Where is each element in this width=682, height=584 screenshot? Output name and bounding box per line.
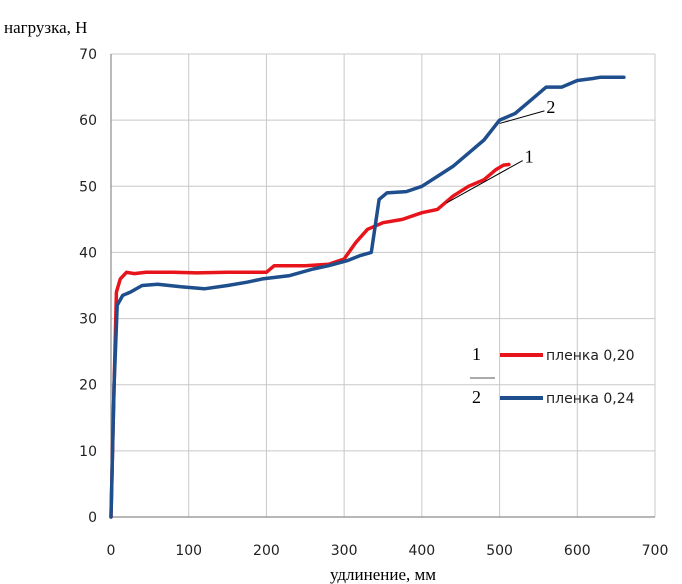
- y-tick-label-50: 50: [79, 179, 97, 195]
- x-tick-label-600: 600: [564, 543, 591, 559]
- grid: [111, 53, 656, 517]
- series-line-2: [109, 75, 626, 519]
- y-tick-label-70: 70: [79, 47, 97, 63]
- annotation-label-2: 2: [546, 97, 555, 117]
- annotation-leader-2: [499, 110, 545, 124]
- x-tick-label-300: 300: [331, 543, 358, 559]
- x-tick-label-200: 200: [253, 543, 280, 559]
- y-tick-label-0: 0: [88, 510, 97, 526]
- series: [109, 75, 626, 519]
- series-line-1: [109, 162, 511, 519]
- legend-number-2: 2: [472, 387, 481, 407]
- legend: 1 пленка 0,20 2 пленка 0,24: [470, 344, 635, 407]
- y-axis-label: нагрузка, Н: [4, 18, 87, 37]
- x-axis-label: удлинение, мм: [330, 565, 436, 584]
- annotations: 12: [446, 97, 555, 204]
- y-tick-label-60: 60: [79, 113, 97, 129]
- legend-label-2: пленка 0,24: [546, 391, 635, 407]
- annotation-leader-1: [446, 160, 523, 204]
- x-tick-label-400: 400: [408, 543, 435, 559]
- annotation-label-1: 1: [525, 147, 534, 167]
- y-tick-label-40: 40: [79, 245, 97, 261]
- x-tick-label-500: 500: [486, 543, 513, 559]
- x-tick-label-700: 700: [642, 543, 669, 559]
- y-tick-label-30: 30: [79, 312, 97, 328]
- legend-label-1: пленка 0,20: [546, 348, 635, 364]
- y-tick-label-10: 10: [79, 444, 97, 460]
- x-tick-label-0: 0: [107, 543, 116, 559]
- x-tick-label-100: 100: [175, 543, 202, 559]
- legend-number-1: 1: [472, 344, 481, 364]
- y-tick-label-20: 20: [79, 378, 97, 394]
